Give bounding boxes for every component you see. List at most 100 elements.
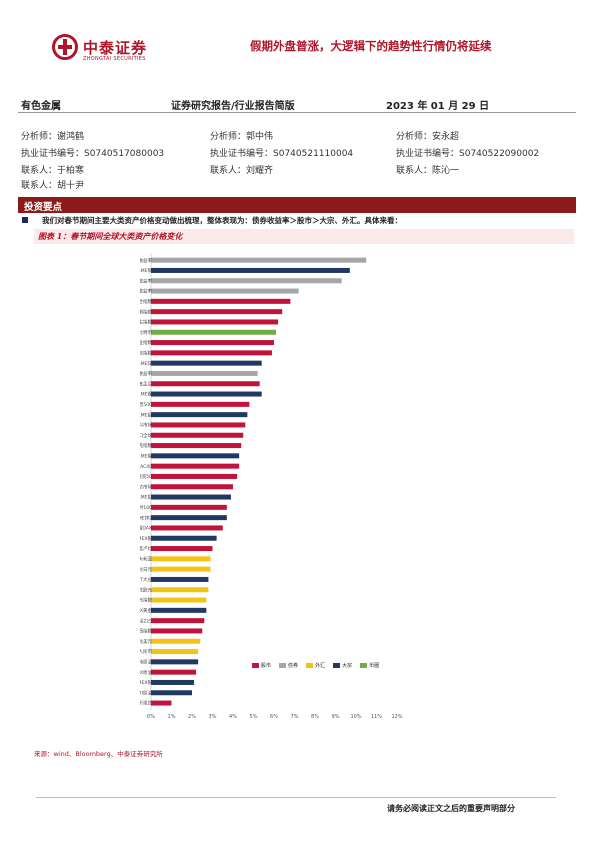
chart-bar [151,319,279,325]
chart-bar [151,484,233,490]
x-tick-label: 11% [371,714,382,720]
chart-bar [151,546,213,552]
chart-legend: 股市 债券 外汇 大宗 币圈 [252,662,379,669]
analyst-2-cert: 执业证书编号：S0740521110004 [210,149,354,159]
category-label: 英国10年期国债收益率 [140,370,152,377]
category-label: LME铅 [140,494,152,501]
chart-bar [151,576,209,582]
category-label: 日本10年期国债收益率 [140,257,152,264]
legend-label-stock: 股市 [261,663,272,669]
category-label: LME锡 [140,452,152,459]
square-bullet-icon [22,217,28,223]
analyst-3-cert: 执业证书编号：S0740522090002 [396,149,540,159]
chart-bar [151,453,240,459]
chart-bar [151,257,367,263]
figure-title: 图表 1：春节期间全球大类资产价格变化 [38,231,183,241]
chart-bar [151,401,250,407]
chart-bar [151,690,192,696]
chart-bar [151,649,199,655]
chart-bar [151,566,211,572]
chart-bar [151,267,350,273]
category-label: MSCI新兴市场 [140,422,152,429]
category-label: 标普500 [140,401,152,408]
category-label: 韩国综合指数 [140,298,152,305]
chart-bar [151,669,197,675]
category-label: MSCI全球 [140,432,152,439]
category-label: 中国香港恒生指数 [140,319,152,326]
chart-bar [151,340,274,346]
x-tick-label: 10% [350,714,361,720]
report-type: 证券研究报告/行业报告简版 [171,101,295,112]
logo-mark-icon [52,34,78,60]
chart-bar [151,422,246,428]
category-label: LME锌2 [140,514,152,521]
chart-bar [151,432,244,438]
analyst-3-contact: 联系人：陈沁一 [396,166,460,176]
chart-bar [151,638,201,644]
legend-item-crypto: 币圈 [360,662,379,669]
category-label: 印度卢比 [140,545,152,552]
industry-label: 有色金属 [21,101,61,112]
category-label: LME锌 [140,360,152,367]
analyst-2-name: 分析师：郭中伟 [210,132,274,142]
legend-item-stock: 股市 [252,662,271,669]
category-label: 纳斯达克指数 [140,442,152,449]
chart-bar [151,618,205,624]
chart-bar [151,278,342,284]
category-label: 德国DAX [140,525,152,532]
chart-bar [151,381,260,387]
category-label: 美元指数 [140,597,152,604]
legend-swatch-stock [252,663,259,668]
category-label: MSCI发达市场 [140,483,152,490]
legend-swatch-commodity [333,663,341,668]
legend-swatch-bond [279,663,287,668]
chart-bar [151,298,291,304]
figure-caption-box [34,229,574,244]
footer-disclaimer: 请务必阅读正文之后的重要声明部分 [387,803,515,813]
x-tick-label: 3% [209,714,217,720]
category-label: 欧洲斯托克50 [140,473,152,480]
chart-bar [151,587,209,593]
analyst-1-name: 分析师：谢鸿鹤 [21,132,85,142]
category-label: 恒生中国企业指数 [140,339,152,346]
footer-divider [36,797,556,798]
analyst-3-name: 分析师：安永超 [396,132,460,142]
chart-bar [151,329,277,335]
category-label: WTI原油 [140,689,152,696]
chart-bar [151,607,207,613]
chart-bar [151,309,283,315]
asset-price-change-chart: 日本10年期国债收益率 LME铜美国10年期国债收益率德国10年期国债收益率韩国综… [140,253,403,720]
chart-bar [151,473,238,479]
x-tick-label: 9% [332,714,340,720]
chart-bar [151,360,262,366]
chart-bar [151,700,172,706]
legend-item-commodity: 大宗 [333,662,352,669]
x-tick-label: 1% [168,714,176,720]
x-tick-label: 7% [291,714,299,720]
category-label: 美元兑日元 [140,566,152,573]
category-label: LME镍 [140,391,152,398]
category-label: 比特币 [140,329,152,336]
legend-swatch-fx [306,663,314,668]
category-label: 比特币现货 [140,700,152,707]
report-date: 2023 年 01 月 29 日 [386,101,490,112]
x-tick-label: 5% [250,714,258,720]
category-label: COMEX银 [140,535,152,542]
analyst-1-contact: 联系人：于柏寒 [21,166,85,176]
section-header-bar [18,197,576,213]
chart-bar [151,597,207,603]
category-label: 澳大利亚 [140,555,152,562]
category-label: 日经225 [140,617,152,624]
category-label: 法国CAC40 [140,463,152,470]
section-title: 投资要点 [24,202,63,213]
legend-label-commodity: 大宗 [342,663,353,669]
legend-label-bond: 债券 [288,663,299,669]
figure-source: 来源：wind、Bloomberg、中泰证券研究所 [34,750,163,758]
chart-bar [151,515,227,521]
category-label: LME铝 [140,411,152,418]
chart-bar [151,288,299,294]
x-tick-label: 2% [188,714,196,720]
category-label: 美国10年期国债收益率 [140,277,152,284]
chart-bar [151,463,240,469]
category-label: 英国富时100 [140,504,152,511]
